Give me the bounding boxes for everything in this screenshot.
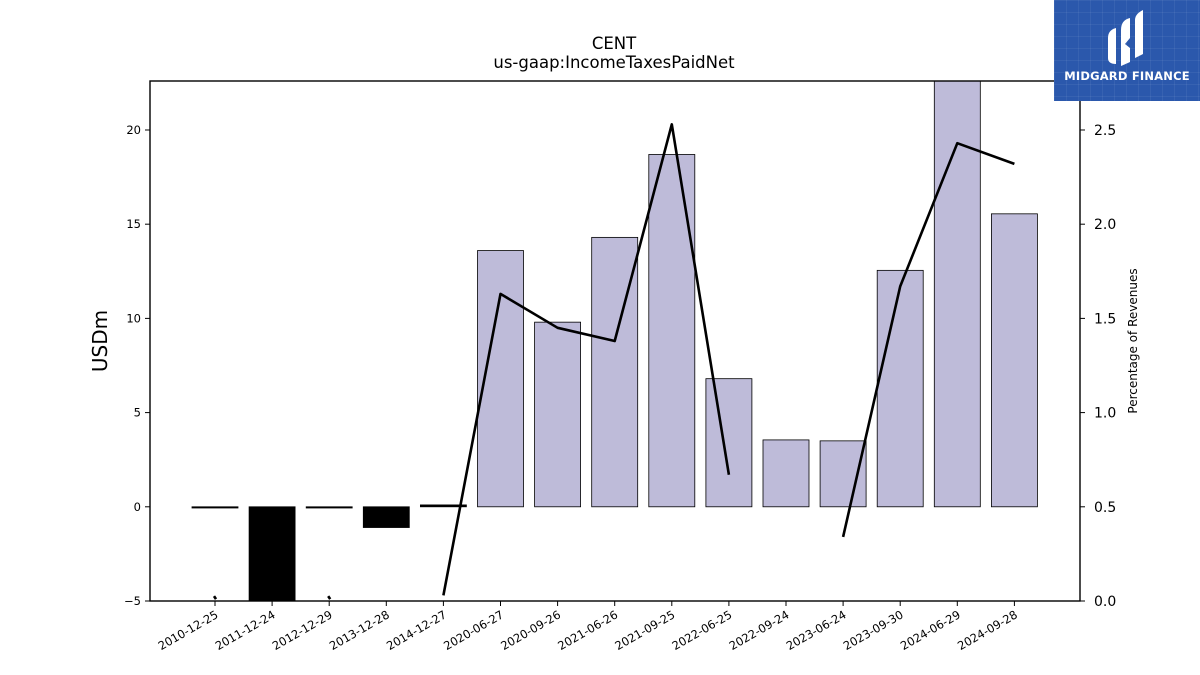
x-tick-label: 2024-09-28 [955, 607, 1020, 653]
chart-subtitle: us-gaap:IncomeTaxesPaidNet [493, 53, 735, 72]
brand-logo: MIDGARD FINANCE [1054, 0, 1200, 101]
x-tick-label: 2024-06-29 [898, 607, 963, 653]
bar-2024-09-28 [991, 213, 1038, 508]
y-tick-label: 20 [126, 123, 141, 137]
line-segment-0 [212, 595, 218, 600]
y2-tick-label: 1.0 [1094, 406, 1116, 422]
bar-2021-09-25 [648, 154, 696, 508]
bar-2020-09-26 [534, 321, 581, 508]
x-tick-label: 2022-09-24 [727, 607, 792, 653]
brand-name: MIDGARD FINANCE [1064, 69, 1190, 83]
y-tick-label: 15 [126, 217, 141, 231]
bar-2023-06-24 [819, 440, 867, 508]
y-tick-label: 0 [134, 500, 141, 514]
x-tick-label: 2014-12-27 [384, 607, 449, 653]
bar-2014-12-27 [419, 504, 467, 508]
x-tick-label: 2021-09-25 [612, 607, 677, 653]
y2-tick-label: 0.5 [1094, 500, 1116, 516]
line-segment-2 [442, 123, 731, 596]
bar-2024-06-29 [933, 80, 981, 508]
bar-2022-09-24 [762, 439, 810, 508]
y2-tick-label: 0.0 [1094, 594, 1116, 610]
x-tick-label: 2013-12-28 [327, 607, 392, 653]
y-axis-left: −5 0 5 10 15 20 [124, 123, 150, 608]
x-tick-label: 2023-06-24 [784, 607, 849, 653]
x-tick-label: 2021-06-26 [555, 607, 620, 653]
y-axis-right: 0.0 0.5 1.0 1.5 2.0 2.5 [1080, 123, 1116, 610]
line-segment-3 [841, 141, 1015, 538]
y2-axis-label: Percentage of Revenues [1126, 268, 1140, 413]
y2-tick-label: 2.5 [1094, 123, 1116, 139]
y-tick-label: −5 [124, 594, 141, 608]
x-tick-label: 2023-09-30 [841, 607, 906, 653]
x-tick-label: 2020-09-26 [498, 607, 563, 653]
x-tick-label: 2011-12-24 [213, 607, 278, 653]
bar-2012-12-29 [305, 506, 353, 509]
x-axis: 2010-12-252011-12-242012-12-292013-12-28… [156, 601, 1020, 653]
x-tick-label: 2020-06-27 [441, 607, 506, 653]
x-tick-label: 2012-12-29 [270, 607, 335, 653]
bar-2010-12-25 [191, 506, 239, 509]
chart-title: CENT [592, 34, 637, 53]
bar-2023-09-30 [876, 269, 924, 508]
midgard-logo-icon [1108, 10, 1143, 66]
y-tick-label: 10 [126, 311, 141, 325]
line-group [212, 123, 1015, 600]
x-tick-label: 2010-12-25 [156, 607, 221, 653]
y2-tick-label: 2.0 [1094, 217, 1116, 233]
y2-tick-label: 1.5 [1094, 311, 1116, 327]
bar-2022-06-25 [705, 378, 753, 508]
x-tick-label: 2022-06-25 [670, 607, 735, 653]
bar-2013-12-28 [362, 506, 410, 528]
y-axis-label: USDm [88, 310, 112, 372]
y-tick-label: 5 [134, 406, 141, 420]
bar-2011-12-24 [248, 506, 296, 602]
line-segment-1 [327, 595, 332, 600]
